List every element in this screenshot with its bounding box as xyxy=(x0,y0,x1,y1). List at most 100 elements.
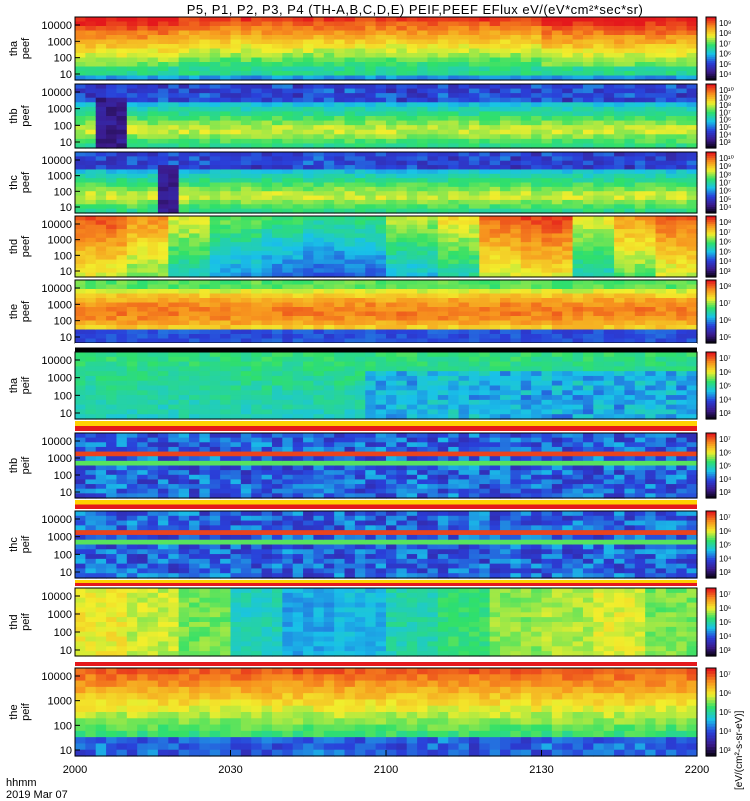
heatmap-cell xyxy=(448,229,459,234)
heatmap-cell xyxy=(189,366,200,371)
heatmap-cell xyxy=(521,312,532,317)
heatmap-cell xyxy=(282,285,293,290)
heatmap-cell xyxy=(282,17,293,22)
heatmap-cell xyxy=(199,325,210,330)
heatmap-cell xyxy=(562,251,573,256)
heatmap-cell xyxy=(179,289,190,294)
heatmap-cell xyxy=(355,390,366,395)
heatmap-cell xyxy=(469,316,480,321)
heatmap-cell xyxy=(231,400,242,405)
heatmap-cell xyxy=(396,229,407,234)
panel-thd-peef xyxy=(75,216,698,278)
heatmap-cell xyxy=(293,280,304,285)
heatmap-cell xyxy=(282,233,293,238)
heatmap-cell xyxy=(687,330,698,335)
heatmap-cell xyxy=(396,366,407,371)
heatmap-cell xyxy=(583,71,594,76)
heatmap-cell xyxy=(490,165,501,170)
heatmap-cell xyxy=(386,49,397,54)
heatmap-cell xyxy=(293,405,304,410)
heatmap-cell xyxy=(365,390,376,395)
heatmap-cell xyxy=(231,229,242,234)
heatmap-cell xyxy=(593,152,604,157)
heatmap-cell xyxy=(210,395,221,400)
heatmap-cell xyxy=(168,35,179,40)
heatmap-cell xyxy=(542,187,553,192)
heatmap-cell xyxy=(303,169,314,174)
heatmap-cell xyxy=(85,26,96,31)
heatmap-cell xyxy=(479,174,490,179)
heatmap-cell xyxy=(282,84,293,89)
heatmap-cell xyxy=(635,225,646,230)
heatmap-cell xyxy=(334,280,345,285)
heatmap-cell xyxy=(179,17,190,22)
heatmap-cell xyxy=(345,366,356,371)
heatmap-cell xyxy=(210,31,221,36)
heatmap-cell xyxy=(158,216,169,221)
heatmap-cell xyxy=(241,289,252,294)
heatmap-cell xyxy=(148,294,159,299)
heatmap-cell xyxy=(355,220,366,225)
heatmap-cell xyxy=(96,200,107,205)
heatmap-cell xyxy=(148,58,159,63)
heatmap-cell xyxy=(687,260,698,265)
heatmap-cell xyxy=(199,204,210,209)
heatmap-cell xyxy=(282,362,293,367)
heatmap-cell xyxy=(231,220,242,225)
heatmap-cell xyxy=(106,362,117,367)
heatmap-cell xyxy=(490,233,501,238)
heatmap-cell xyxy=(116,156,127,161)
heatmap-cell xyxy=(676,294,687,299)
heatmap-cell xyxy=(438,174,449,179)
heatmap-cell xyxy=(604,26,615,31)
heatmap-cell xyxy=(324,255,335,260)
y-tick-label: 10 xyxy=(60,332,72,344)
heatmap-cell xyxy=(552,67,563,72)
heatmap-cell xyxy=(241,22,252,27)
heatmap-cell xyxy=(365,307,376,312)
heatmap-cell xyxy=(179,67,190,72)
heatmap-cell xyxy=(168,395,179,400)
heatmap-cell xyxy=(573,156,584,161)
heatmap-cell xyxy=(262,183,273,188)
heatmap-cell xyxy=(262,174,273,179)
heatmap-cell xyxy=(293,35,304,40)
heatmap-cell xyxy=(106,260,117,265)
heatmap-cell xyxy=(189,268,200,273)
heatmap-cell xyxy=(199,31,210,36)
heatmap-cell xyxy=(241,238,252,243)
heatmap-cell xyxy=(137,357,148,362)
heatmap-cell xyxy=(459,196,470,201)
heatmap-cell xyxy=(635,35,646,40)
heatmap-cell xyxy=(645,200,656,205)
heatmap-cell xyxy=(645,156,656,161)
heatmap-cell xyxy=(666,35,677,40)
heatmap-cell xyxy=(199,285,210,290)
heatmap-cell xyxy=(624,49,635,54)
heatmap-cell xyxy=(355,152,366,157)
heatmap-cell xyxy=(552,280,563,285)
heatmap-cell xyxy=(510,225,521,230)
heatmap-cell xyxy=(469,400,480,405)
heatmap-cell xyxy=(127,107,138,112)
heatmap-cell xyxy=(645,44,656,49)
heatmap-cell xyxy=(614,22,625,27)
heatmap-cell xyxy=(345,247,356,252)
heatmap-cell xyxy=(479,161,490,166)
heatmap-cell xyxy=(542,289,553,294)
heatmap-cell xyxy=(521,307,532,312)
heatmap-cell xyxy=(417,362,428,367)
heatmap-cell xyxy=(85,280,96,285)
heatmap-cell xyxy=(106,264,117,269)
heatmap-cell xyxy=(75,169,86,174)
heatmap-cell xyxy=(510,152,521,157)
heatmap-cell xyxy=(386,247,397,252)
heatmap-cell xyxy=(127,62,138,67)
heatmap-cell xyxy=(417,255,428,260)
heatmap-cell xyxy=(448,400,459,405)
heatmap-cell xyxy=(635,294,646,299)
heatmap-cell xyxy=(137,49,148,54)
heatmap-cell xyxy=(376,98,387,103)
heatmap-cell xyxy=(127,294,138,299)
heatmap-cell xyxy=(313,400,324,405)
